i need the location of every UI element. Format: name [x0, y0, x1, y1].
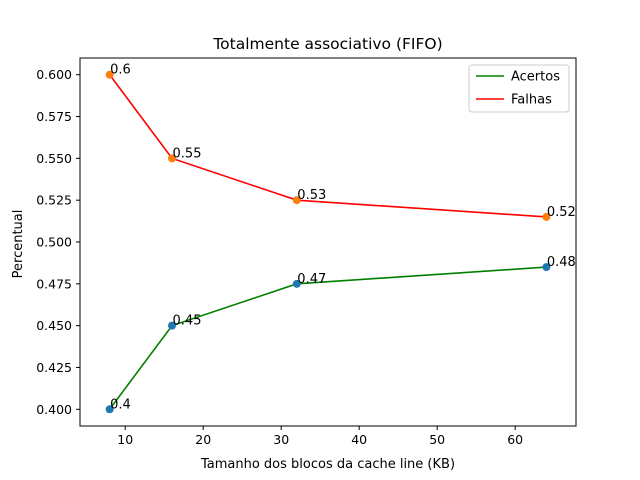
data-label-falhas: 0.55	[173, 146, 202, 161]
x-tick-label: 50	[429, 432, 445, 447]
x-tick-label: 40	[351, 432, 367, 447]
series-layer	[105, 70, 551, 414]
y-tick-label: 0.475	[36, 276, 72, 291]
data-label-acertos: 0.4	[110, 397, 131, 412]
x-tick-label: 10	[117, 432, 133, 447]
series-line-falhas	[108, 74, 547, 218]
x-axis-label: Tamanho dos blocos da cache line (KB)	[200, 457, 455, 472]
legend: Acertos Falhas	[468, 64, 570, 113]
data-point-falhas	[542, 212, 551, 221]
data-label-falhas: 0.53	[297, 188, 326, 203]
data-label-acertos: 0.48	[547, 255, 576, 270]
data-label-acertos: 0.45	[173, 314, 202, 329]
data-point-falhas	[292, 196, 301, 205]
y-tick-label: 0.575	[36, 109, 72, 124]
data-point-falhas	[105, 70, 114, 79]
y-tick-label: 0.550	[36, 151, 72, 166]
data-label-falhas: 0.6	[110, 63, 131, 78]
x-tick-label: 30	[273, 432, 289, 447]
chart-title: Totalmente associativo (FIFO)	[212, 35, 442, 53]
x-tick-label: 20	[195, 432, 211, 447]
y-tick-label: 0.500	[36, 235, 72, 250]
x-tick-label: 60	[507, 432, 523, 447]
data-point-falhas	[168, 154, 177, 163]
series-line-acertos	[108, 266, 547, 410]
data-point-acertos	[168, 321, 177, 330]
data-point-acertos	[292, 279, 301, 288]
legend-label-acertos: Acertos	[511, 70, 560, 85]
y-tick-label: 0.400	[36, 402, 72, 417]
data-label-acertos: 0.47	[297, 272, 326, 287]
x-axis: 10 20 30 40 50 60	[117, 426, 523, 447]
y-tick-label: 0.450	[36, 318, 72, 333]
data-point-acertos	[105, 405, 114, 414]
data-label-falhas: 0.52	[547, 205, 576, 220]
y-axis-label: Percentual	[11, 210, 26, 279]
data-labels: 0.4 0.45 0.47 0.48 0.6 0.55 0.53 0.52	[110, 63, 576, 413]
y-axis: 0.400 0.425 0.450 0.475 0.500 0.525 0.550 0.575…	[36, 67, 80, 417]
y-tick-label: 0.425	[36, 360, 72, 375]
y-tick-label: 0.525	[36, 193, 72, 208]
data-point-acertos	[542, 263, 551, 272]
y-tick-label: 0.600	[36, 67, 72, 82]
legend-label-falhas: Falhas	[511, 93, 552, 108]
